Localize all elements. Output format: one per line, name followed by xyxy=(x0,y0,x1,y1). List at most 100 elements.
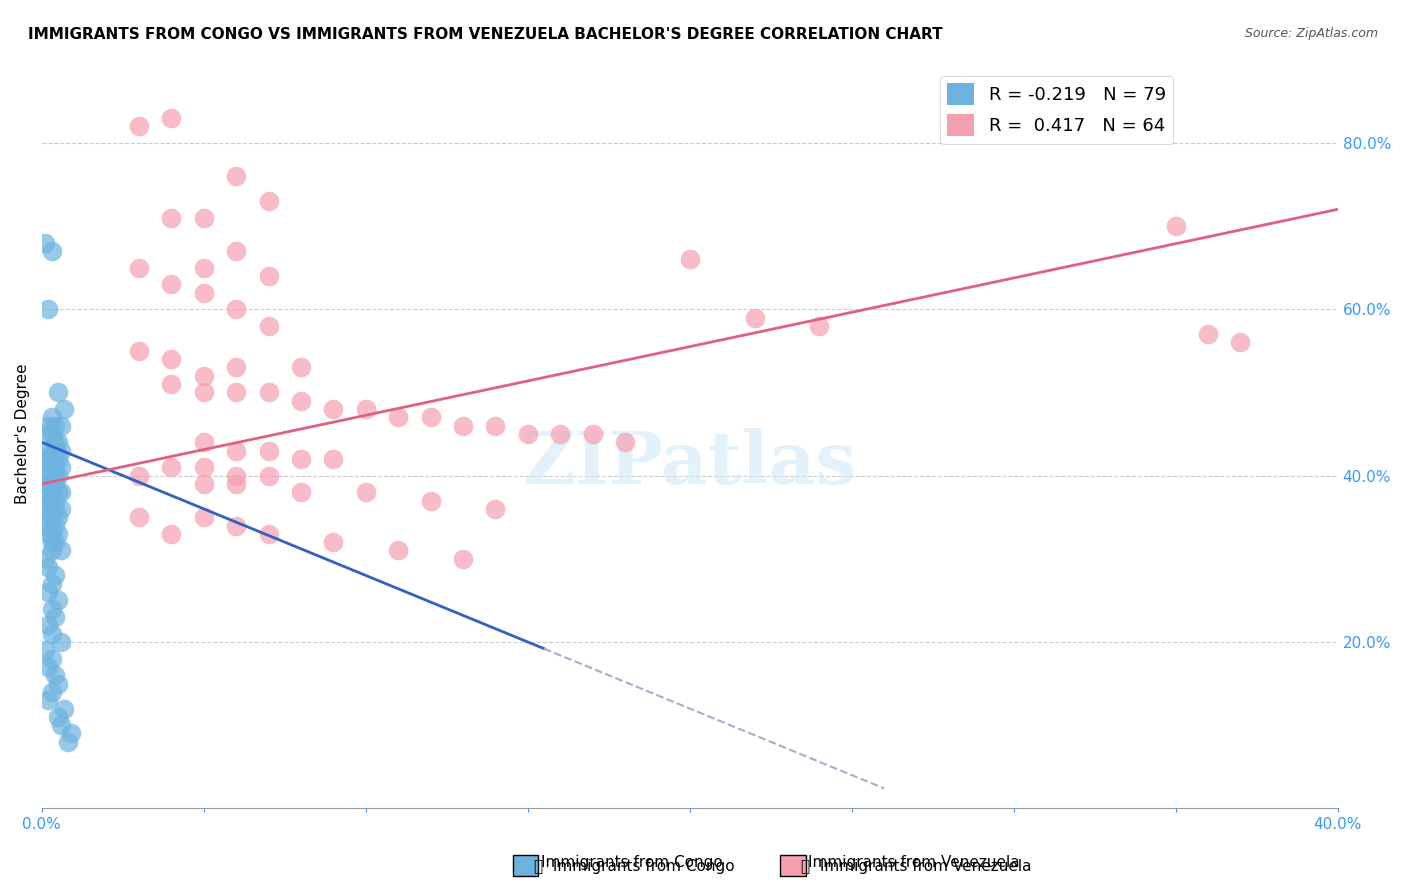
Point xyxy=(37,452,59,467)
Point xyxy=(41,601,63,615)
Point xyxy=(484,501,506,516)
Point xyxy=(1229,335,1251,350)
Point xyxy=(41,485,63,500)
Point xyxy=(44,518,66,533)
Point xyxy=(581,427,603,442)
Point xyxy=(160,377,183,392)
Point xyxy=(193,368,215,383)
Point xyxy=(257,468,280,483)
Point xyxy=(37,693,59,707)
Point xyxy=(225,518,247,533)
Point xyxy=(41,427,63,442)
Point xyxy=(51,485,73,500)
Text: ⬜  Immigrants from Congo: ⬜ Immigrants from Congo xyxy=(534,859,735,874)
Point xyxy=(51,501,73,516)
Point xyxy=(46,452,69,467)
Point xyxy=(128,510,150,524)
Point xyxy=(37,443,59,458)
Point xyxy=(34,493,56,508)
Point xyxy=(290,452,312,467)
Point xyxy=(44,568,66,582)
Point xyxy=(322,452,344,467)
Point xyxy=(225,244,247,258)
Point xyxy=(808,318,831,333)
Text: ⬜  Immigrants from Venezuela: ⬜ Immigrants from Venezuela xyxy=(801,859,1032,874)
Point xyxy=(41,476,63,491)
Point xyxy=(160,277,183,292)
Point xyxy=(44,468,66,483)
Point xyxy=(1164,219,1187,233)
Point xyxy=(193,476,215,491)
Text: Source: ZipAtlas.com: Source: ZipAtlas.com xyxy=(1244,27,1378,40)
Point xyxy=(59,726,82,740)
Point xyxy=(322,535,344,549)
Point xyxy=(225,169,247,183)
Point xyxy=(225,385,247,400)
Text: ZIPatlas: ZIPatlas xyxy=(523,428,856,500)
Point xyxy=(37,452,59,467)
Point xyxy=(46,710,69,724)
Point xyxy=(51,460,73,475)
Point xyxy=(44,501,66,516)
Point xyxy=(46,468,69,483)
Point xyxy=(41,576,63,591)
Point xyxy=(51,635,73,649)
Point xyxy=(51,418,73,433)
Point xyxy=(679,252,702,267)
Point xyxy=(41,543,63,558)
Point xyxy=(46,435,69,450)
Point xyxy=(193,285,215,300)
Point xyxy=(41,410,63,425)
Point xyxy=(44,535,66,549)
Point xyxy=(51,718,73,732)
Point xyxy=(46,385,69,400)
Point xyxy=(160,111,183,125)
Point xyxy=(484,418,506,433)
Point xyxy=(34,427,56,442)
Point xyxy=(37,510,59,524)
Point xyxy=(41,535,63,549)
Point xyxy=(37,660,59,674)
Point xyxy=(44,668,66,682)
Point xyxy=(41,510,63,524)
Point xyxy=(37,485,59,500)
Point xyxy=(37,526,59,541)
Point xyxy=(46,526,69,541)
Point xyxy=(46,593,69,607)
Point xyxy=(44,610,66,624)
Point xyxy=(290,393,312,408)
Point xyxy=(41,452,63,467)
Point xyxy=(387,410,409,425)
Point xyxy=(44,443,66,458)
Point xyxy=(419,410,441,425)
Point xyxy=(34,643,56,657)
Point xyxy=(34,468,56,483)
Point xyxy=(44,435,66,450)
Point xyxy=(160,526,183,541)
Point xyxy=(160,460,183,475)
Point xyxy=(46,485,69,500)
Point xyxy=(37,501,59,516)
Point xyxy=(548,427,571,442)
Point xyxy=(37,476,59,491)
Point xyxy=(37,585,59,599)
Point xyxy=(41,443,63,458)
Point xyxy=(53,701,76,715)
Point xyxy=(744,310,766,325)
Point xyxy=(1197,327,1219,342)
Point xyxy=(128,343,150,358)
Y-axis label: Bachelor's Degree: Bachelor's Degree xyxy=(15,364,30,504)
Point xyxy=(46,510,69,524)
Point xyxy=(257,385,280,400)
Point xyxy=(34,235,56,250)
Point xyxy=(290,485,312,500)
Point xyxy=(322,402,344,417)
Point xyxy=(37,618,59,632)
Text: Immigrants from Venezuela: Immigrants from Venezuela xyxy=(808,855,1021,870)
Point xyxy=(34,518,56,533)
Point xyxy=(37,560,59,574)
Point xyxy=(257,268,280,283)
Point xyxy=(257,318,280,333)
Point xyxy=(41,493,63,508)
Point xyxy=(34,551,56,566)
